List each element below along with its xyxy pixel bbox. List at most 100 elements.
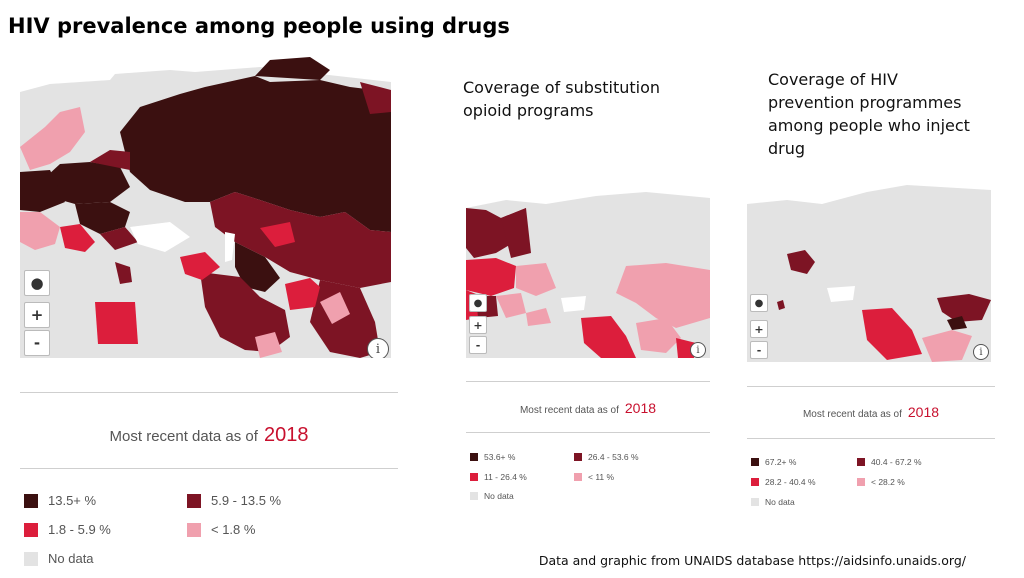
legend-swatch	[470, 453, 478, 461]
legend-label: 67.2+ %	[765, 457, 797, 467]
subtitle-line: Coverage of substitution	[463, 78, 660, 97]
region-iran	[200, 272, 290, 352]
legend-label: < 11 %	[588, 472, 615, 482]
legend-item: < 1.8 %	[187, 522, 255, 537]
region-far-east	[360, 82, 391, 114]
zoom-in-button[interactable]: +	[469, 316, 487, 334]
map-hiv-prevalence[interactable]: ● + - i	[20, 52, 391, 358]
globe-icon: ●	[473, 297, 483, 309]
legend-label: 53.6+ %	[484, 452, 516, 462]
zoom-in-button[interactable]: +	[24, 302, 50, 328]
subtitle-prevention: Coverage of HIV prevention programmes am…	[768, 68, 970, 160]
legend-label: 40.4 - 67.2 %	[871, 457, 922, 467]
recent-data-label: Most recent data as of 2018	[466, 400, 710, 416]
info-button[interactable]: i	[690, 342, 706, 358]
region-egypt	[95, 302, 138, 344]
recent-data-label: Most recent data as of 2018	[20, 424, 398, 447]
region-oman	[255, 332, 282, 358]
subtitle-line: Coverage of HIV	[768, 70, 898, 89]
globe-button[interactable]: ●	[24, 270, 50, 296]
region-baltics	[90, 150, 130, 170]
legend-label: 11 - 26.4 %	[484, 472, 527, 482]
legend-item: 1.8 - 5.9 %	[24, 522, 111, 537]
legend-label: No data	[484, 491, 514, 501]
region-nepal	[320, 292, 350, 324]
region-finland	[501, 208, 531, 258]
region-central-europe	[20, 170, 65, 212]
globe-icon: ●	[30, 274, 44, 292]
legend-swatch	[24, 493, 38, 508]
subtitle-substitution: Coverage of substitution opioid programs	[463, 76, 660, 122]
map-substitution-coverage[interactable]: ● + - i	[466, 178, 710, 358]
subtitle-line: prevention programmes	[768, 93, 962, 112]
region-iran	[862, 308, 922, 360]
region-belarus	[787, 250, 815, 274]
divider	[747, 438, 995, 439]
zoom-out-button[interactable]: -	[750, 341, 768, 359]
divider	[20, 392, 398, 393]
legend-item: No data	[470, 491, 514, 501]
region-afghanistan	[636, 318, 681, 353]
legend-swatch	[187, 522, 201, 537]
black-sea	[561, 296, 586, 312]
subtitle-line: among people who inject	[768, 116, 970, 135]
map-svg	[466, 178, 710, 358]
globe-button[interactable]: ●	[469, 294, 487, 312]
sea-north	[747, 170, 813, 196]
legend-swatch	[574, 453, 582, 461]
legend-item: 26.4 - 53.6 %	[574, 452, 639, 462]
legend-item: 28.2 - 40.4 %	[751, 477, 816, 487]
region-balkans	[496, 293, 526, 318]
legend-swatch	[470, 492, 478, 500]
recent-text: Most recent data as of	[519, 405, 619, 416]
zoom-in-button[interactable]: +	[750, 320, 768, 338]
legend-item: 40.4 - 67.2 %	[857, 457, 922, 467]
legend-item: No data	[24, 551, 94, 566]
globe-button[interactable]: ●	[750, 294, 768, 312]
legend-label: No data	[48, 551, 94, 566]
legend-swatch	[24, 551, 38, 566]
recent-text: Most recent data as of	[109, 428, 258, 445]
info-button[interactable]: i	[367, 338, 389, 358]
region-afghanistan	[285, 278, 320, 310]
black-sea	[827, 286, 855, 302]
region-turkmenistan	[235, 242, 280, 292]
region-western-europe	[466, 258, 516, 296]
legend-item: No data	[751, 497, 795, 507]
region-greece	[526, 308, 551, 326]
region-scandinavia	[20, 107, 85, 170]
legend-item: 67.2+ %	[751, 457, 796, 467]
region-ukraine	[75, 202, 130, 234]
legend-swatch	[751, 478, 759, 486]
divider	[747, 386, 995, 387]
region-pakistan	[922, 330, 972, 362]
region-tajikistan	[260, 222, 295, 247]
subtitle-line: opioid programs	[463, 101, 594, 120]
region-levant	[115, 262, 132, 284]
legend-item: 13.5+ %	[24, 493, 96, 508]
caspian-sea	[225, 232, 235, 262]
legend-label: 26.4 - 53.6 %	[588, 452, 639, 462]
source-credit: Data and graphic from UNAIDS database ht…	[538, 553, 966, 568]
map-prevention-coverage[interactable]: ● + - i	[747, 170, 991, 362]
legend-item: 53.6+ %	[470, 452, 515, 462]
region-central-asia	[210, 192, 391, 288]
sea-north	[466, 178, 541, 198]
page-title: HIV prevalence among people using drugs	[8, 14, 510, 38]
map-svg	[747, 170, 991, 362]
map-svg	[20, 52, 391, 358]
region-central-asia	[616, 263, 710, 328]
legend-swatch	[857, 478, 865, 486]
zoom-out-button[interactable]: -	[469, 336, 487, 354]
legend-label: 1.8 - 5.9 %	[48, 522, 111, 537]
region-caucasus	[100, 227, 138, 250]
legend-swatch	[574, 473, 582, 481]
divider	[466, 432, 710, 433]
legend-swatch	[857, 458, 865, 466]
recent-data-label: Most recent data as of 2018	[747, 404, 995, 420]
divider	[20, 468, 398, 469]
legend-label: 13.5+ %	[48, 493, 97, 508]
info-button[interactable]: i	[973, 344, 989, 360]
zoom-out-button[interactable]: -	[24, 330, 50, 356]
recent-year: 2018	[263, 424, 309, 446]
